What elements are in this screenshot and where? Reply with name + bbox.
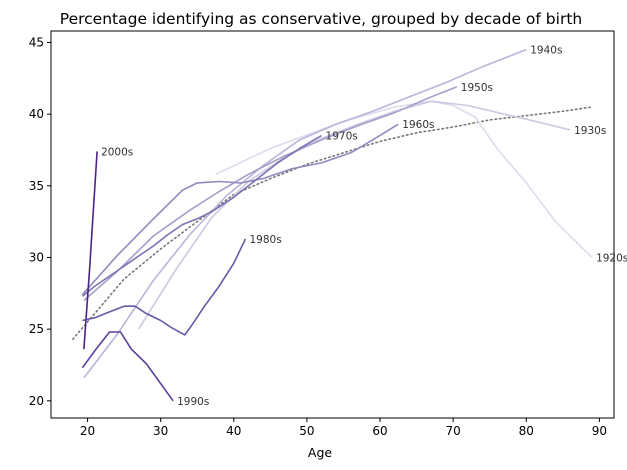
x-tick-label-70: 70 (446, 424, 461, 438)
y-tick-label-45: 45 (29, 35, 44, 49)
x-tick-label-20: 20 (80, 424, 95, 438)
series-label-1960s: 1960s (402, 119, 434, 131)
x-tick-label-60: 60 (372, 424, 387, 438)
series-line-1920s (215, 100, 593, 259)
series-line-1950s (83, 86, 458, 302)
series-label-1990s: 1990s (177, 396, 209, 408)
y-axis: 20 25 30 35 40 45 (29, 35, 51, 408)
series-line-1970s (81, 134, 322, 297)
series-label-1970s: 1970s (326, 131, 358, 143)
series-line-1990s (81, 331, 174, 402)
series-line-2000s (83, 151, 98, 350)
x-tick-label-50: 50 (299, 424, 314, 438)
x-tick-label-40: 40 (226, 424, 241, 438)
series-label-1980s: 1980s (249, 234, 281, 246)
plot-lines (72, 48, 593, 402)
series-line-1980s (82, 238, 247, 336)
series-labels: 1920s 1930s 1940s 1950s 1960s 1970s 1980s 1990s… (101, 45, 627, 408)
series-label-1930s: 1930s (574, 125, 606, 137)
series-label-1940s: 1940s (530, 45, 562, 57)
x-axis: 20 30 40 50 60 70 80 90 (80, 418, 607, 438)
x-tick-label-90: 90 (592, 424, 607, 438)
x-axis-label: Age (308, 445, 332, 460)
series-label-2000s: 2000s (101, 146, 133, 158)
series-line-1940s (83, 48, 527, 379)
y-tick-label-30: 30 (29, 250, 44, 264)
y-tick-label-25: 25 (29, 322, 44, 336)
y-tick-label-20: 20 (29, 394, 44, 408)
y-tick-label-40: 40 (29, 107, 44, 121)
series-line-1960s (81, 123, 399, 296)
x-tick-label-80: 80 (519, 424, 534, 438)
chart-title: Percentage identifying as conservative, … (60, 10, 582, 28)
series-line-1930s (138, 100, 571, 330)
series-label-1950s: 1950s (461, 82, 493, 94)
x-tick-label-30: 30 (153, 424, 168, 438)
y-tick-label-35: 35 (29, 179, 44, 193)
plot-frame (50, 30, 615, 419)
series-label-1920s: 1920s (596, 252, 627, 264)
